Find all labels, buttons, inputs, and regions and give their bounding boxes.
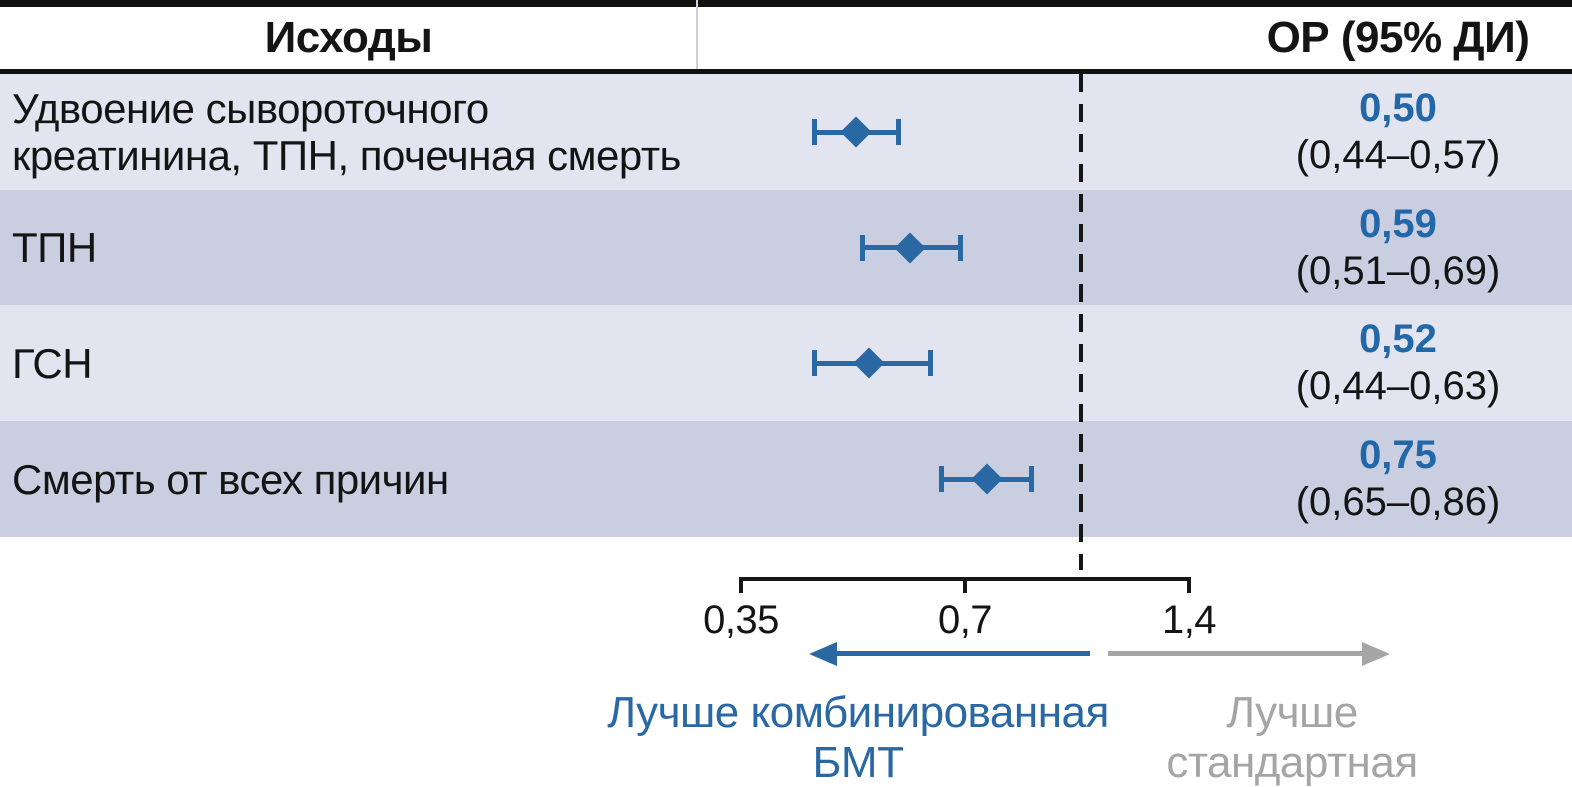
or-value: 0,50 bbox=[1359, 86, 1437, 130]
outcome-row: Удвоение сывороточного креатинина, ТПН, … bbox=[0, 74, 1572, 190]
outcome-label: Смерть от всех причин bbox=[12, 455, 449, 503]
or-value: 0,52 bbox=[1359, 317, 1437, 361]
outcomes-column-header: Исходы bbox=[264, 13, 433, 62]
direction-label-right: Лучше стандартная терапия bbox=[1166, 688, 1418, 787]
ci-value: (0,65–0,86) bbox=[1295, 480, 1501, 524]
or-ci-cell: 0,52 (0,44–0,63) bbox=[1212, 305, 1572, 421]
x-axis-tick-label: 0,7 bbox=[937, 598, 993, 642]
outcome-row: ТПН 0,59 (0,51–0,69) bbox=[0, 190, 1572, 305]
direction-label-left: Лучше комбинированная БМТ bbox=[607, 688, 1109, 787]
outcome-label: Удвоение сывороточного креатинина, ТПН, … bbox=[12, 85, 681, 179]
or-value: 0,75 bbox=[1359, 433, 1437, 477]
or-value: 0,59 bbox=[1359, 201, 1437, 246]
reference-line bbox=[1079, 74, 1083, 570]
ci-value: (0,51–0,69) bbox=[1295, 248, 1501, 293]
ci-value: (0,44–0,57) bbox=[1295, 133, 1501, 177]
right-arrow-head-icon bbox=[1362, 642, 1390, 666]
or-ci-cell: 0,59 (0,51–0,69) bbox=[1212, 190, 1572, 305]
header-divider bbox=[0, 69, 1572, 74]
x-axis-tick bbox=[739, 577, 743, 593]
right-arrow-shaft bbox=[1108, 651, 1362, 656]
or-ci-cell: 0,75 (0,65–0,86) bbox=[1212, 421, 1572, 537]
outcome-row: Смерть от всех причин 0,75 (0,65–0,86) bbox=[0, 421, 1572, 537]
left-arrow-shaft bbox=[836, 651, 1090, 656]
column-separator bbox=[696, 0, 698, 74]
ci-value: (0,44–0,63) bbox=[1295, 364, 1501, 408]
outcome-label: ГСН bbox=[12, 339, 93, 387]
left-arrow-head-icon bbox=[809, 642, 837, 666]
x-axis-tick-label: 0,35 bbox=[703, 598, 779, 642]
top-border bbox=[0, 0, 1572, 7]
x-axis-tick bbox=[1187, 577, 1191, 593]
outcome-row: ГСН 0,52 (0,44–0,63) bbox=[0, 305, 1572, 421]
x-axis-tick-label: 1,4 bbox=[1161, 598, 1217, 642]
x-axis-tick bbox=[963, 577, 967, 593]
or-ci-cell: 0,50 (0,44–0,57) bbox=[1212, 74, 1572, 190]
outcome-label: ТПН bbox=[12, 224, 97, 271]
or-ci-column-header: ОР (95% ДИ) bbox=[1266, 13, 1530, 62]
